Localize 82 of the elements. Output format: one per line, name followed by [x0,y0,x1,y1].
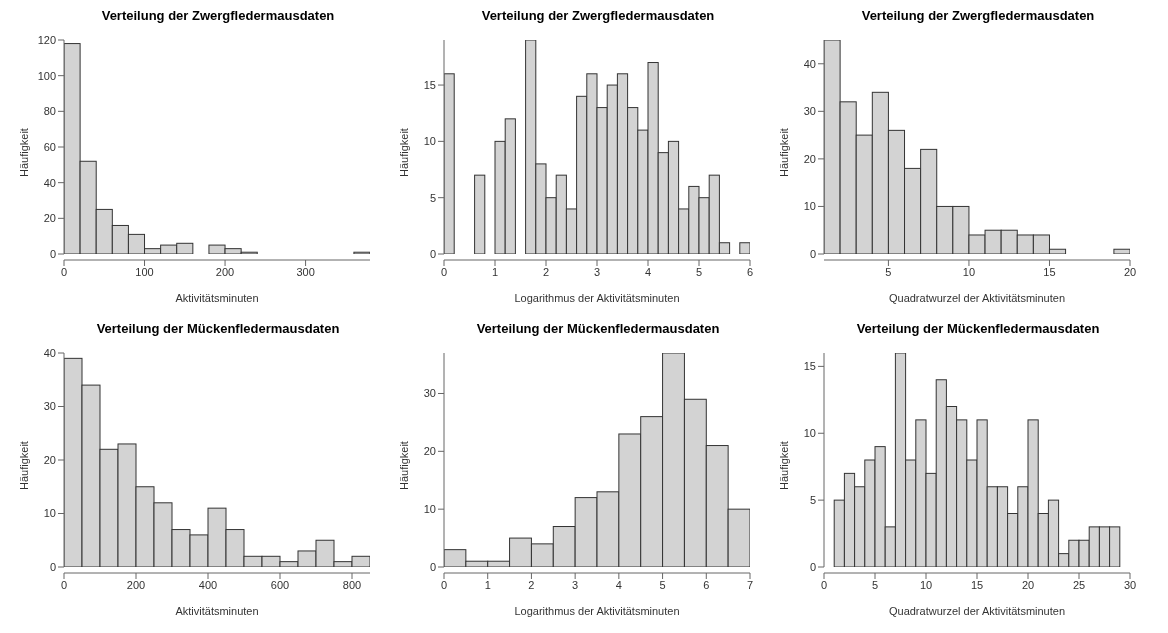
y-axis-title: Häufigkeit [397,128,410,177]
x-tick-label: 6 [746,265,754,278]
y-tick-label: 5 [429,191,436,204]
y-axis-title: Häufigkeit [777,128,790,177]
x-axis-title: Aktivitätsminuten [175,292,259,304]
x-tick-label: 0 [440,578,448,591]
chart-title: Verteilung der Zwergfledermausdaten [860,8,1096,25]
y-tick-label: 30 [803,105,816,118]
y-tick-label: 20 [43,453,56,466]
x-tick-label: 5 [871,578,879,591]
y-tick-label: 60 [43,140,56,153]
x-tick-label: 300 [296,265,315,278]
x-tick-label: 20 [1021,578,1035,591]
y-tick-label: 0 [809,560,816,573]
y-tick-label: 120 [37,33,56,46]
y-tick-label: 10 [423,503,436,516]
y-tick-label: 0 [429,560,436,573]
x-tick-label: 10 [919,578,933,591]
x-tick-label: 600 [270,578,290,591]
x-axis-title: Logarithmus der Aktivitätsminuten [514,292,680,304]
x-tick-label: 30 [1123,578,1137,591]
y-tick-label: 0 [809,247,816,260]
y-tick-label: 30 [423,387,436,400]
x-tick-label: 4 [644,265,652,278]
x-tick-label: 4 [615,578,622,591]
x-tick-label: 3 [593,265,601,278]
chart-title: Verteilung der Mückenfledermausdaten [95,321,341,338]
y-tick-label: 20 [43,212,56,225]
x-tick-label: 100 [135,265,154,278]
x-tick-label: 6 [703,578,710,591]
x-tick-label: 1 [491,265,499,278]
chart-title: Verteilung der Zwergfledermausdaten [100,8,336,25]
x-tick-label: 200 [126,578,146,591]
x-tick-label: 10 [962,265,976,278]
x-axis-title: Aktivitätsminuten [175,605,259,617]
y-axis-title: Häufigkeit [777,441,790,490]
y-tick-label: 0 [49,560,56,573]
x-tick-label: 2 [528,578,535,591]
y-tick-label: 40 [43,176,56,189]
y-tick-label: 10 [803,200,816,213]
y-tick-label: 10 [423,135,436,148]
x-tick-label: 15 [970,578,984,591]
y-tick-label: 5 [809,494,816,507]
y-tick-label: 0 [429,247,436,260]
y-axis-title: Häufigkeit [17,128,30,177]
x-tick-label: 800 [342,578,362,591]
y-tick-label: 15 [803,360,816,373]
x-tick-label: 25 [1072,578,1086,591]
y-tick-label: 40 [43,346,56,359]
x-tick-label: 3 [572,578,579,591]
x-tick-label: 2 [542,265,550,278]
y-tick-label: 20 [423,445,436,458]
x-tick-label: 0 [820,578,828,591]
x-axis-title: Quadratwurzel der Aktivitätsminuten [888,605,1066,617]
x-axis-title: Quadratwurzel der Aktivitätsminuten [888,292,1066,304]
chart-title: Verteilung der Mückenfledermausdaten [855,321,1101,338]
y-tick-label: 0 [49,247,56,260]
x-tick-label: 200 [215,265,235,278]
y-tick-label: 100 [37,69,56,82]
y-tick-label: 30 [43,400,56,413]
y-tick-label: 20 [803,152,816,165]
x-axis-title: Logarithmus der Aktivitätsminuten [514,605,680,617]
x-tick-label: 20 [1123,265,1137,278]
y-axis-title: Häufigkeit [17,441,30,490]
y-tick-label: 10 [43,507,56,520]
y-tick-label: 10 [803,427,816,440]
x-tick-label: 7 [746,578,754,591]
x-tick-label: 5 [885,265,892,278]
x-tick-label: 0 [60,265,68,278]
y-axis-title: Häufigkeit [397,441,410,490]
x-tick-label: 15 [1043,265,1056,278]
x-tick-label: 1 [484,578,491,591]
y-tick-label: 80 [43,105,56,118]
x-tick-label: 5 [695,265,703,278]
chart-title: Verteilung der Zwergfledermausdaten [480,8,716,25]
x-tick-label: 0 [60,578,68,591]
y-tick-label: 15 [423,78,436,91]
x-tick-label: 5 [659,578,666,591]
x-tick-label: 0 [440,265,448,278]
x-tick-label: 400 [198,578,218,591]
chart-title: Verteilung der Mückenfledermausdaten [475,321,721,338]
y-tick-label: 40 [803,57,816,70]
